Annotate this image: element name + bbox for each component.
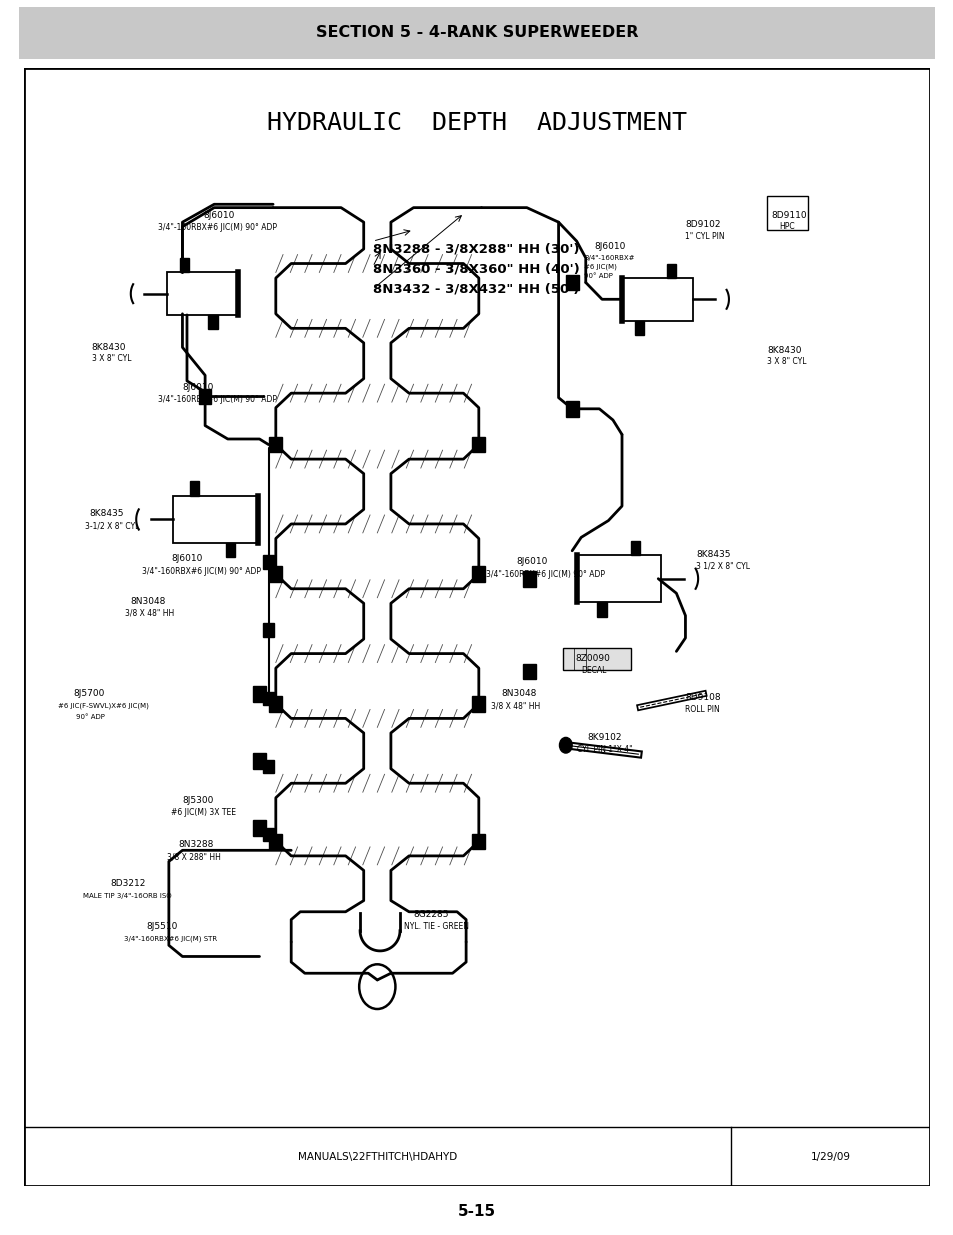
- Bar: [263, 624, 274, 637]
- Text: 8K8430: 8K8430: [766, 346, 801, 356]
- Text: 8K8435: 8K8435: [696, 550, 730, 558]
- Bar: [565, 401, 578, 416]
- Bar: [209, 315, 217, 330]
- Text: 8J6010: 8J6010: [595, 242, 625, 251]
- Text: MANUALS\22FTHITCH\HDAHYD: MANUALS\22FTHITCH\HDAHYD: [297, 1151, 456, 1162]
- Bar: [565, 274, 578, 290]
- Text: 3 X 8" CYL: 3 X 8" CYL: [91, 354, 132, 363]
- Bar: [766, 196, 807, 230]
- FancyBboxPatch shape: [0, 5, 953, 62]
- Text: 8J6010: 8J6010: [172, 555, 203, 563]
- Bar: [263, 760, 274, 773]
- Text: 3/4"-160RBX#6 JIC(M) 90° ADP: 3/4"-160RBX#6 JIC(M) 90° ADP: [485, 569, 604, 579]
- Bar: [253, 753, 266, 768]
- Text: 8Z0090: 8Z0090: [575, 653, 609, 662]
- Text: 8K8430: 8K8430: [91, 343, 126, 352]
- Bar: [269, 697, 282, 711]
- Bar: [190, 482, 199, 496]
- Bar: [253, 685, 266, 701]
- Bar: [198, 389, 212, 404]
- Text: 8N3432 - 3/8X432" HH (50'): 8N3432 - 3/8X432" HH (50'): [373, 283, 578, 295]
- Bar: [631, 541, 639, 556]
- Bar: [269, 567, 282, 582]
- Text: 90° ADP: 90° ADP: [583, 273, 612, 279]
- Bar: [269, 834, 282, 850]
- Text: MALE TIP 3/4"-16ORB ISO: MALE TIP 3/4"-16ORB ISO: [83, 893, 172, 899]
- Text: 8J5300: 8J5300: [182, 795, 213, 804]
- Text: 1/29/09: 1/29/09: [810, 1151, 849, 1162]
- Text: 8K9102: 8K9102: [587, 732, 621, 742]
- Text: ROLL PIN: ROLL PIN: [684, 705, 720, 714]
- Bar: [269, 437, 282, 452]
- Bar: [180, 258, 189, 273]
- Circle shape: [558, 737, 572, 753]
- Text: 90° ADP: 90° ADP: [76, 714, 105, 720]
- Text: 8D9102: 8D9102: [684, 220, 720, 228]
- Text: 8N3360 - 3/8X360" HH (40'): 8N3360 - 3/8X360" HH (40'): [373, 263, 578, 275]
- Bar: [472, 697, 485, 711]
- Text: 3/4"-160RBX#6 JIC(M) 90° ADP: 3/4"-160RBX#6 JIC(M) 90° ADP: [141, 568, 260, 577]
- Text: 3-1/2 X 8" CYL: 3-1/2 X 8" CYL: [86, 521, 140, 531]
- Text: 3/8 X 288" HH: 3/8 X 288" HH: [167, 852, 221, 862]
- Text: 8D9110: 8D9110: [771, 211, 806, 220]
- Bar: [635, 321, 643, 335]
- Text: SECTION 5 - 4-RANK SUPERWEEDER: SECTION 5 - 4-RANK SUPERWEEDER: [315, 25, 638, 40]
- Text: 3/8 X 48" HH: 3/8 X 48" HH: [125, 609, 174, 618]
- Text: 8J5700: 8J5700: [73, 689, 105, 698]
- Text: 3/4"-160RBX#6 JIC(M) 90° ADP: 3/4"-160RBX#6 JIC(M) 90° ADP: [158, 395, 276, 404]
- Text: 5-15: 5-15: [457, 1204, 496, 1219]
- Text: 3 X 8" CYL: 3 X 8" CYL: [766, 357, 805, 367]
- Text: 3 1/2 X 8" CYL: 3 1/2 X 8" CYL: [696, 562, 750, 571]
- Bar: [621, 278, 692, 321]
- Bar: [167, 273, 237, 315]
- Bar: [263, 556, 274, 568]
- Bar: [666, 263, 676, 278]
- Bar: [562, 648, 631, 671]
- Text: HYDRAULIC  DEPTH  ADJUSTMENT: HYDRAULIC DEPTH ADJUSTMENT: [267, 111, 686, 135]
- Text: 3/4"-160RBX#6 JIC(M) STR: 3/4"-160RBX#6 JIC(M) STR: [123, 935, 216, 942]
- Text: #6 JIC(M): #6 JIC(M): [583, 263, 617, 270]
- Text: 8G2285: 8G2285: [414, 909, 449, 919]
- Text: 8K8435: 8K8435: [89, 509, 124, 519]
- Bar: [472, 567, 485, 582]
- Bar: [253, 820, 266, 836]
- Bar: [472, 437, 485, 452]
- Bar: [597, 603, 606, 616]
- Bar: [173, 496, 257, 543]
- Text: 8D9108: 8D9108: [684, 693, 720, 701]
- Text: 8N3288: 8N3288: [177, 840, 213, 850]
- Text: 8J5510: 8J5510: [146, 921, 177, 931]
- Text: 1" CYL PIN: 1" CYL PIN: [684, 232, 724, 241]
- Text: 8N3288 - 3/8X288" HH (30'): 8N3288 - 3/8X288" HH (30'): [373, 242, 578, 256]
- Text: 3/4"-160RBX#6 JIC(M) 90° ADP: 3/4"-160RBX#6 JIC(M) 90° ADP: [158, 224, 276, 232]
- Bar: [263, 827, 274, 841]
- Text: CYL PIN 1"X 4": CYL PIN 1"X 4": [576, 745, 632, 755]
- Bar: [263, 692, 274, 705]
- Text: 8J6010: 8J6010: [182, 383, 213, 391]
- Text: 3/8 X 48" HH: 3/8 X 48" HH: [490, 701, 539, 710]
- Bar: [522, 663, 536, 679]
- Text: DECAL: DECAL: [580, 666, 606, 674]
- Text: 8D3212: 8D3212: [110, 879, 145, 888]
- Text: 8J6010: 8J6010: [516, 557, 547, 567]
- Text: #6 JIC(F-SWVL)X#6 JIC(M): #6 JIC(F-SWVL)X#6 JIC(M): [58, 703, 149, 709]
- Bar: [576, 556, 660, 603]
- Text: 8J6010: 8J6010: [203, 211, 234, 220]
- Bar: [472, 834, 485, 850]
- Text: #6 JIC(M) 3X TEE: #6 JIC(M) 3X TEE: [171, 808, 235, 816]
- Text: 8N3048: 8N3048: [501, 689, 537, 698]
- Text: 8N3048: 8N3048: [131, 597, 166, 605]
- Bar: [522, 571, 536, 587]
- Text: HPC: HPC: [778, 222, 794, 231]
- Bar: [226, 543, 235, 557]
- Text: 3/4"-160RBX#: 3/4"-160RBX#: [583, 254, 634, 261]
- Text: NYL. TIE - GREEN: NYL. TIE - GREEN: [404, 921, 469, 931]
